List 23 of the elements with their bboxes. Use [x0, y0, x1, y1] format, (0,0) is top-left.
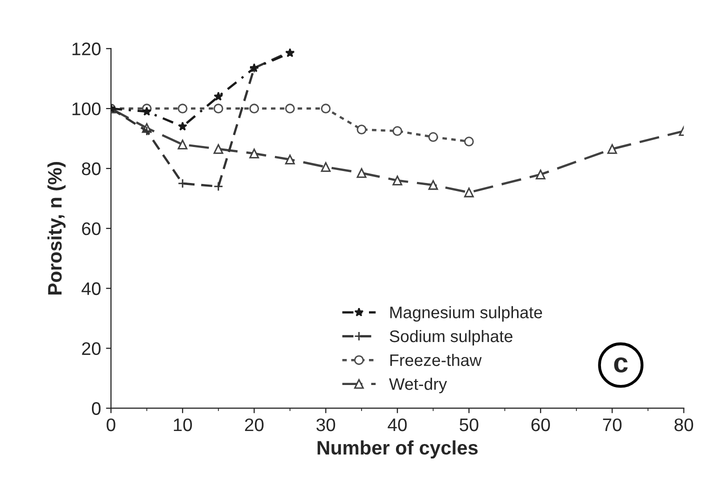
y-tick-label: 0: [92, 402, 101, 415]
x-tick-label: 60: [531, 418, 550, 432]
x-tick-label: 20: [245, 418, 264, 432]
legend-label: Sodium sulphate: [390, 330, 512, 346]
annotation: c: [614, 357, 628, 373]
legend-label: Freeze-thaw: [390, 354, 482, 366]
x-tick-label: 0: [106, 418, 116, 432]
y-tick-label: 60: [82, 222, 101, 236]
y-axis-title: Porosity, n (%): [47, 162, 66, 294]
x-tick-label: 10: [174, 418, 192, 432]
y-tick-label: 80: [82, 162, 101, 176]
y-tick-label: 40: [82, 282, 101, 296]
y-tick-label: 120: [72, 42, 101, 56]
legend-label: Wet-dry: [389, 378, 447, 394]
legend-label: Magnesium sulphate: [390, 306, 542, 322]
x-axis-title: Number of cycles: [318, 440, 478, 458]
y-tick-label: 100: [72, 102, 101, 116]
y-tick-label: 20: [82, 342, 101, 356]
x-tick-label: 40: [388, 418, 407, 432]
x-tick-label: 80: [674, 418, 694, 432]
x-tick-label: 30: [316, 418, 336, 432]
x-tick-label: 50: [460, 418, 478, 432]
x-tick-label: 70: [603, 418, 622, 432]
